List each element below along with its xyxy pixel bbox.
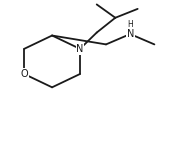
Text: O: O	[20, 69, 28, 79]
Text: N: N	[126, 29, 134, 39]
Text: H: H	[127, 20, 133, 29]
Text: N: N	[76, 44, 84, 54]
